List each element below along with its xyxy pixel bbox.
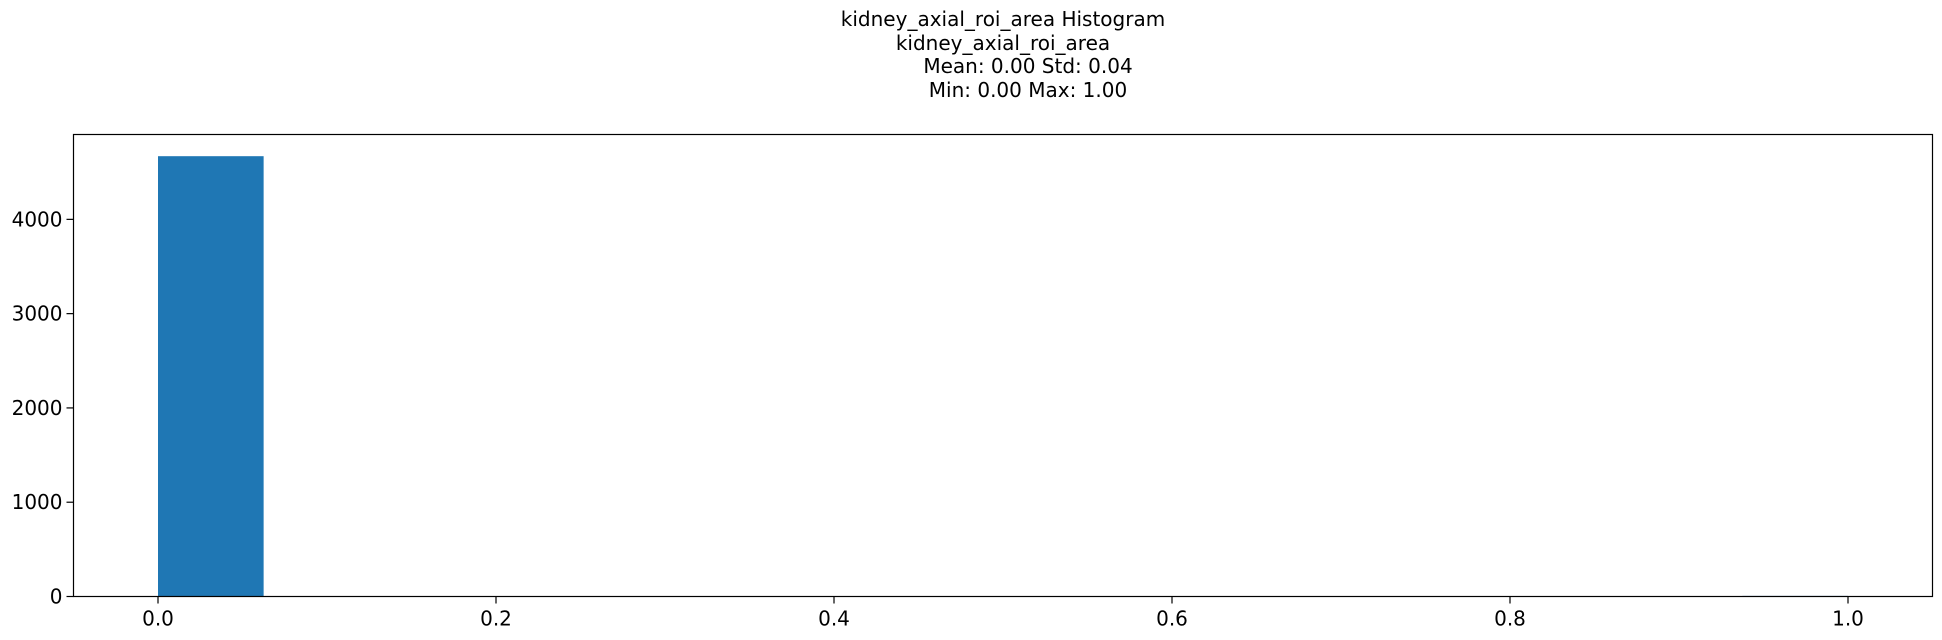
- title-line-2: kidney_axial_roi_area: [896, 31, 1110, 55]
- x-tick-label: 0.0: [142, 607, 174, 631]
- x-tick-label: 0.8: [1494, 607, 1526, 631]
- y-tick-label: 3000: [12, 302, 63, 326]
- x-tick-label: 0.6: [1156, 607, 1188, 631]
- y-tick-label: 4000: [12, 207, 63, 231]
- title-line-3: Mean: 0.00 Std: 0.04: [923, 54, 1132, 78]
- chart-title: kidney_axial_roi_area Histogram kidney_a…: [841, 7, 1165, 102]
- histogram-bars: [158, 156, 1848, 597]
- x-tick-label: 0.2: [480, 607, 512, 631]
- y-tick-label: 0: [50, 585, 63, 609]
- x-tick-label: 1.0: [1832, 607, 1864, 631]
- x-axis: 0.0 0.2 0.4 0.6 0.8 1.0: [142, 596, 1864, 631]
- y-tick-label: 1000: [12, 490, 63, 514]
- x-tick-label: 0.4: [818, 607, 850, 631]
- title-line-4: Min: 0.00 Max: 1.00: [929, 78, 1127, 102]
- title-line-1: kidney_axial_roi_area Histogram: [841, 7, 1165, 31]
- y-axis: 0 1000 2000 3000 4000: [12, 207, 74, 609]
- y-tick-label: 2000: [12, 396, 63, 420]
- plot-area-frame: [72, 133, 1934, 598]
- histogram-bar: [158, 156, 264, 597]
